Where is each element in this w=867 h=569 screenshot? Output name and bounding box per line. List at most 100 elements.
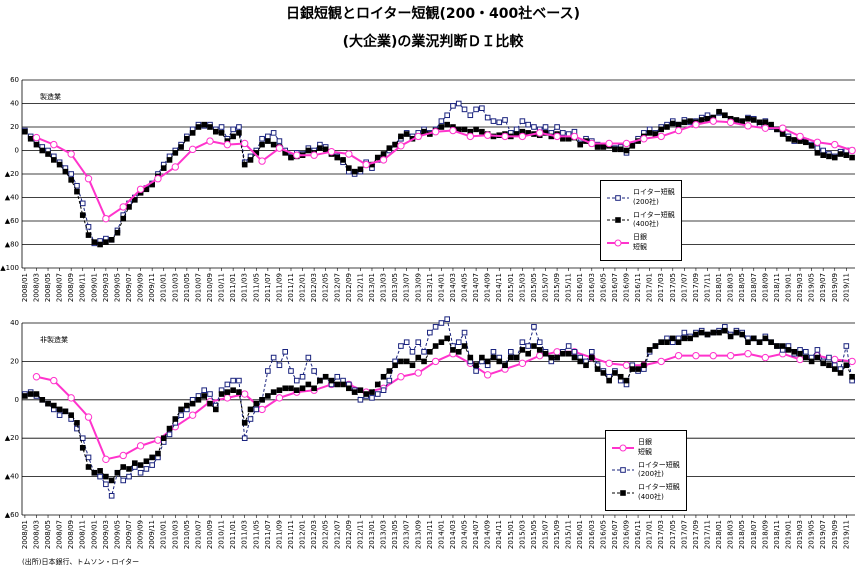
marker — [415, 354, 422, 361]
marker — [692, 351, 700, 360]
marker — [444, 121, 450, 128]
series — [22, 316, 855, 499]
x-tick-label: 2012/09 — [345, 520, 353, 549]
marker — [259, 397, 265, 403]
marker — [247, 416, 254, 422]
marker — [444, 112, 450, 119]
x-tick-label: 2019/09 — [831, 520, 839, 549]
marker — [276, 362, 283, 369]
marker — [427, 349, 433, 355]
marker — [241, 161, 248, 168]
x-tick-label: 2010/05 — [183, 273, 191, 302]
marker — [195, 124, 202, 130]
x-tick-label: 2012/03 — [310, 273, 318, 302]
marker — [756, 339, 763, 345]
marker — [646, 347, 653, 353]
marker — [473, 126, 479, 133]
x-tick-label: 2015/01 — [507, 273, 515, 302]
series-segment — [53, 379, 72, 399]
marker — [518, 359, 527, 368]
x-tick-label: 2014/05 — [461, 273, 469, 302]
marker — [171, 163, 179, 171]
marker — [726, 118, 735, 127]
marker — [97, 468, 103, 474]
x-tick-label: 2009/11 — [148, 520, 156, 549]
marker — [201, 121, 208, 128]
marker — [403, 339, 410, 345]
marker — [212, 406, 219, 413]
marker — [379, 156, 388, 164]
marker — [120, 215, 127, 222]
x-tick-label: 2011/05 — [252, 273, 260, 302]
marker — [622, 361, 631, 369]
x-tick-label: 2012/09 — [345, 273, 353, 302]
marker — [588, 349, 595, 355]
marker — [351, 389, 358, 395]
marker — [716, 108, 722, 115]
x-tick-label: 2015/11 — [565, 273, 573, 302]
marker — [502, 362, 508, 369]
marker — [363, 391, 369, 397]
marker — [594, 366, 601, 372]
marker — [496, 119, 503, 126]
marker — [560, 350, 566, 357]
marker — [218, 130, 225, 136]
marker — [641, 362, 647, 369]
marker — [432, 343, 439, 349]
marker — [218, 124, 225, 130]
marker — [188, 411, 197, 419]
marker — [640, 135, 648, 143]
marker — [674, 351, 683, 360]
legend-entry: ロイター短観 (400社) — [607, 211, 675, 231]
marker — [45, 151, 51, 157]
marker — [508, 349, 514, 355]
marker — [675, 339, 682, 345]
marker — [617, 146, 624, 153]
x-tick-label: 2014/09 — [484, 273, 492, 302]
marker — [814, 354, 821, 361]
marker — [50, 140, 58, 149]
marker — [483, 371, 492, 379]
x-tick-label: 2013/07 — [403, 273, 411, 302]
marker — [525, 350, 531, 357]
marker — [236, 377, 242, 384]
x-tick-label: 2015/05 — [530, 520, 538, 549]
marker — [785, 347, 792, 353]
marker — [657, 132, 665, 141]
x-tick-label: 2009/03 — [102, 273, 110, 302]
marker — [137, 462, 144, 468]
y-tick-label: ▲60 — [5, 511, 19, 519]
marker — [32, 373, 41, 381]
marker — [369, 395, 375, 401]
legend: 日銀 短観 ロイター短観 (200社) ロイター短観 (400社) — [605, 430, 687, 511]
marker — [126, 466, 132, 472]
marker — [236, 124, 242, 130]
x-tick-label: 2019/05 — [808, 520, 816, 549]
marker — [848, 357, 856, 366]
marker — [421, 128, 427, 135]
marker — [646, 130, 653, 136]
x-tick-label: 2016/09 — [623, 520, 631, 549]
marker — [126, 473, 132, 480]
legend-entry: 日銀 短観 — [607, 233, 675, 253]
marker — [56, 412, 63, 418]
marker — [583, 362, 589, 369]
marker — [397, 373, 405, 381]
y-tick-label: ▲20 — [5, 434, 19, 442]
marker — [739, 118, 745, 124]
marker — [479, 128, 485, 135]
marker — [299, 373, 306, 380]
x-tick-label: 2011/09 — [275, 520, 283, 549]
marker — [357, 166, 364, 173]
marker — [577, 358, 584, 365]
marker — [745, 339, 751, 345]
x-tick-label: 2008/07 — [56, 273, 64, 302]
x-tick-label: 2018/07 — [750, 273, 758, 302]
x-tick-label: 2008/03 — [32, 273, 40, 302]
marker — [669, 120, 676, 127]
marker — [299, 385, 306, 392]
marker — [617, 373, 624, 380]
marker — [629, 143, 636, 149]
marker — [409, 349, 416, 355]
marker — [709, 117, 717, 125]
